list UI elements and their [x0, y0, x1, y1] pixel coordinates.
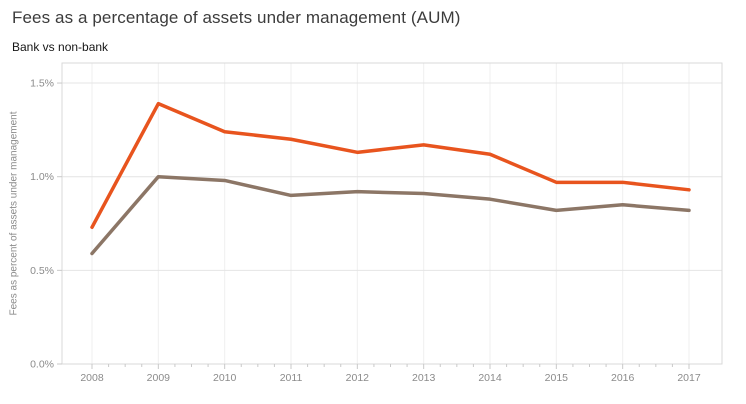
x-tick-label: 2008: [80, 372, 104, 384]
x-tick-label: 2010: [213, 372, 237, 384]
x-tick-label: 2015: [545, 372, 569, 384]
plot-border: [61, 62, 723, 365]
x-tick-label: 2014: [478, 372, 502, 384]
x-tick-label: 2012: [346, 372, 370, 384]
x-tick-label: 2013: [412, 372, 436, 384]
y-tick-label: 0.0%: [30, 359, 54, 371]
chart-title: Fees as a percentage of assets under man…: [12, 8, 461, 27]
x-tick-label: 2009: [147, 372, 171, 384]
x-tick-label: 2016: [611, 372, 635, 384]
chart-subtitle: Bank vs non-bank: [12, 40, 109, 54]
x-tick-label: 2017: [677, 372, 701, 384]
series-line-orange[interactable]: [90, 101, 691, 230]
y-tick-label: 1.0%: [30, 171, 54, 183]
y-tick-label: 0.5%: [30, 265, 54, 277]
x-tick-label: 2011: [280, 372, 303, 384]
series-line-brown[interactable]: [90, 174, 691, 256]
y-tick-label: 1.5%: [30, 78, 54, 90]
